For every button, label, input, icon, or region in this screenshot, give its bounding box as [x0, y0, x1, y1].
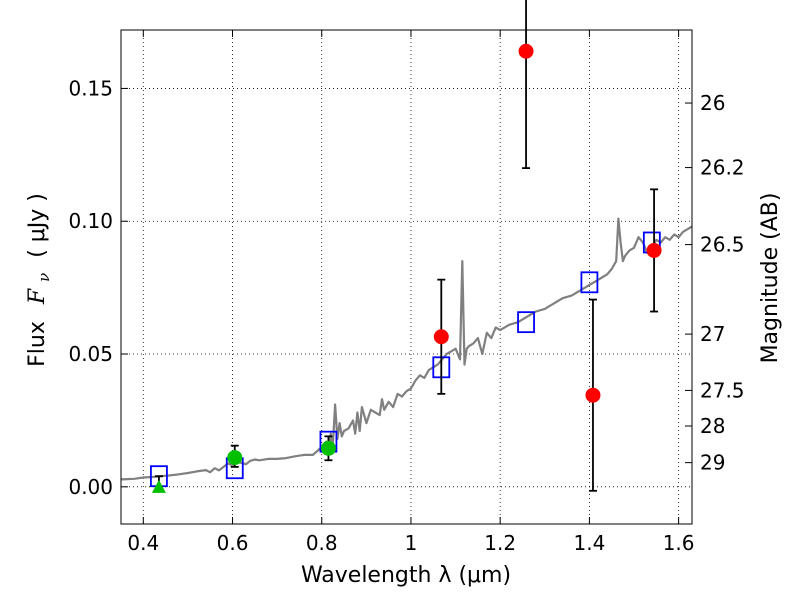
- x-axis: 0.4 0.6 0.8 1 1.2 1.4 1.6: [127, 30, 695, 555]
- observed-point-red: [518, 43, 534, 59]
- observed-point-red: [646, 242, 662, 258]
- y-tick-label: 0.05: [68, 342, 113, 366]
- grid-lines: [121, 30, 692, 524]
- y2-axis-label: Magnitude (AB): [758, 193, 783, 364]
- y-tick-label: 0.10: [68, 209, 113, 233]
- model-band-square: [517, 311, 535, 334]
- x-tick-label: 1: [405, 531, 418, 555]
- y2-tick-label: 26.2: [700, 156, 745, 180]
- y-axis-label-sub: ν: [35, 273, 53, 282]
- observed-point-red: [433, 329, 449, 345]
- y2-tick-label: 28: [700, 414, 725, 438]
- x-axis-label: Wavelength λ (μm): [301, 563, 511, 588]
- x-tick-label: 0.4: [127, 531, 159, 555]
- plot-frame: [120, 29, 693, 525]
- model-band-square: [580, 271, 599, 294]
- y-tick-label: 0.00: [68, 475, 113, 499]
- y-axis-label-unit: ( μJy ): [25, 193, 50, 258]
- y2-tick-label: 29: [700, 451, 725, 475]
- y-axis-label: Flux F ν ( μJy ): [25, 193, 55, 367]
- observed-triangle-green: [151, 479, 166, 493]
- spectrum-line: [120, 217, 693, 481]
- y2-tick-label: 27.5: [700, 378, 745, 402]
- y-axis-label-main: Flux: [25, 321, 50, 367]
- x-tick-label: 1.2: [484, 531, 516, 555]
- y-axis-label-symbol: F: [25, 288, 50, 305]
- observed-point-green: [320, 440, 336, 456]
- y2-tick-label: 27: [700, 322, 725, 346]
- x-tick-label: 0.8: [306, 531, 338, 555]
- y2-tick-label: 26: [700, 91, 725, 115]
- y-tick-label: 0.15: [68, 76, 113, 100]
- x-tick-label: 1.4: [573, 531, 605, 555]
- y2-tick-label: 26.5: [700, 233, 745, 257]
- data-layer: [120, 0, 693, 493]
- observed-point-red: [585, 387, 601, 403]
- y2-axis: 26 26.2 26.5 27 27.5 28 29: [685, 91, 745, 475]
- y-axis: 0.00 0.05 0.10 0.15: [68, 76, 128, 499]
- x-tick-label: 1.6: [663, 531, 695, 555]
- x-tick-label: 0.6: [217, 531, 249, 555]
- observed-point-green: [227, 450, 243, 466]
